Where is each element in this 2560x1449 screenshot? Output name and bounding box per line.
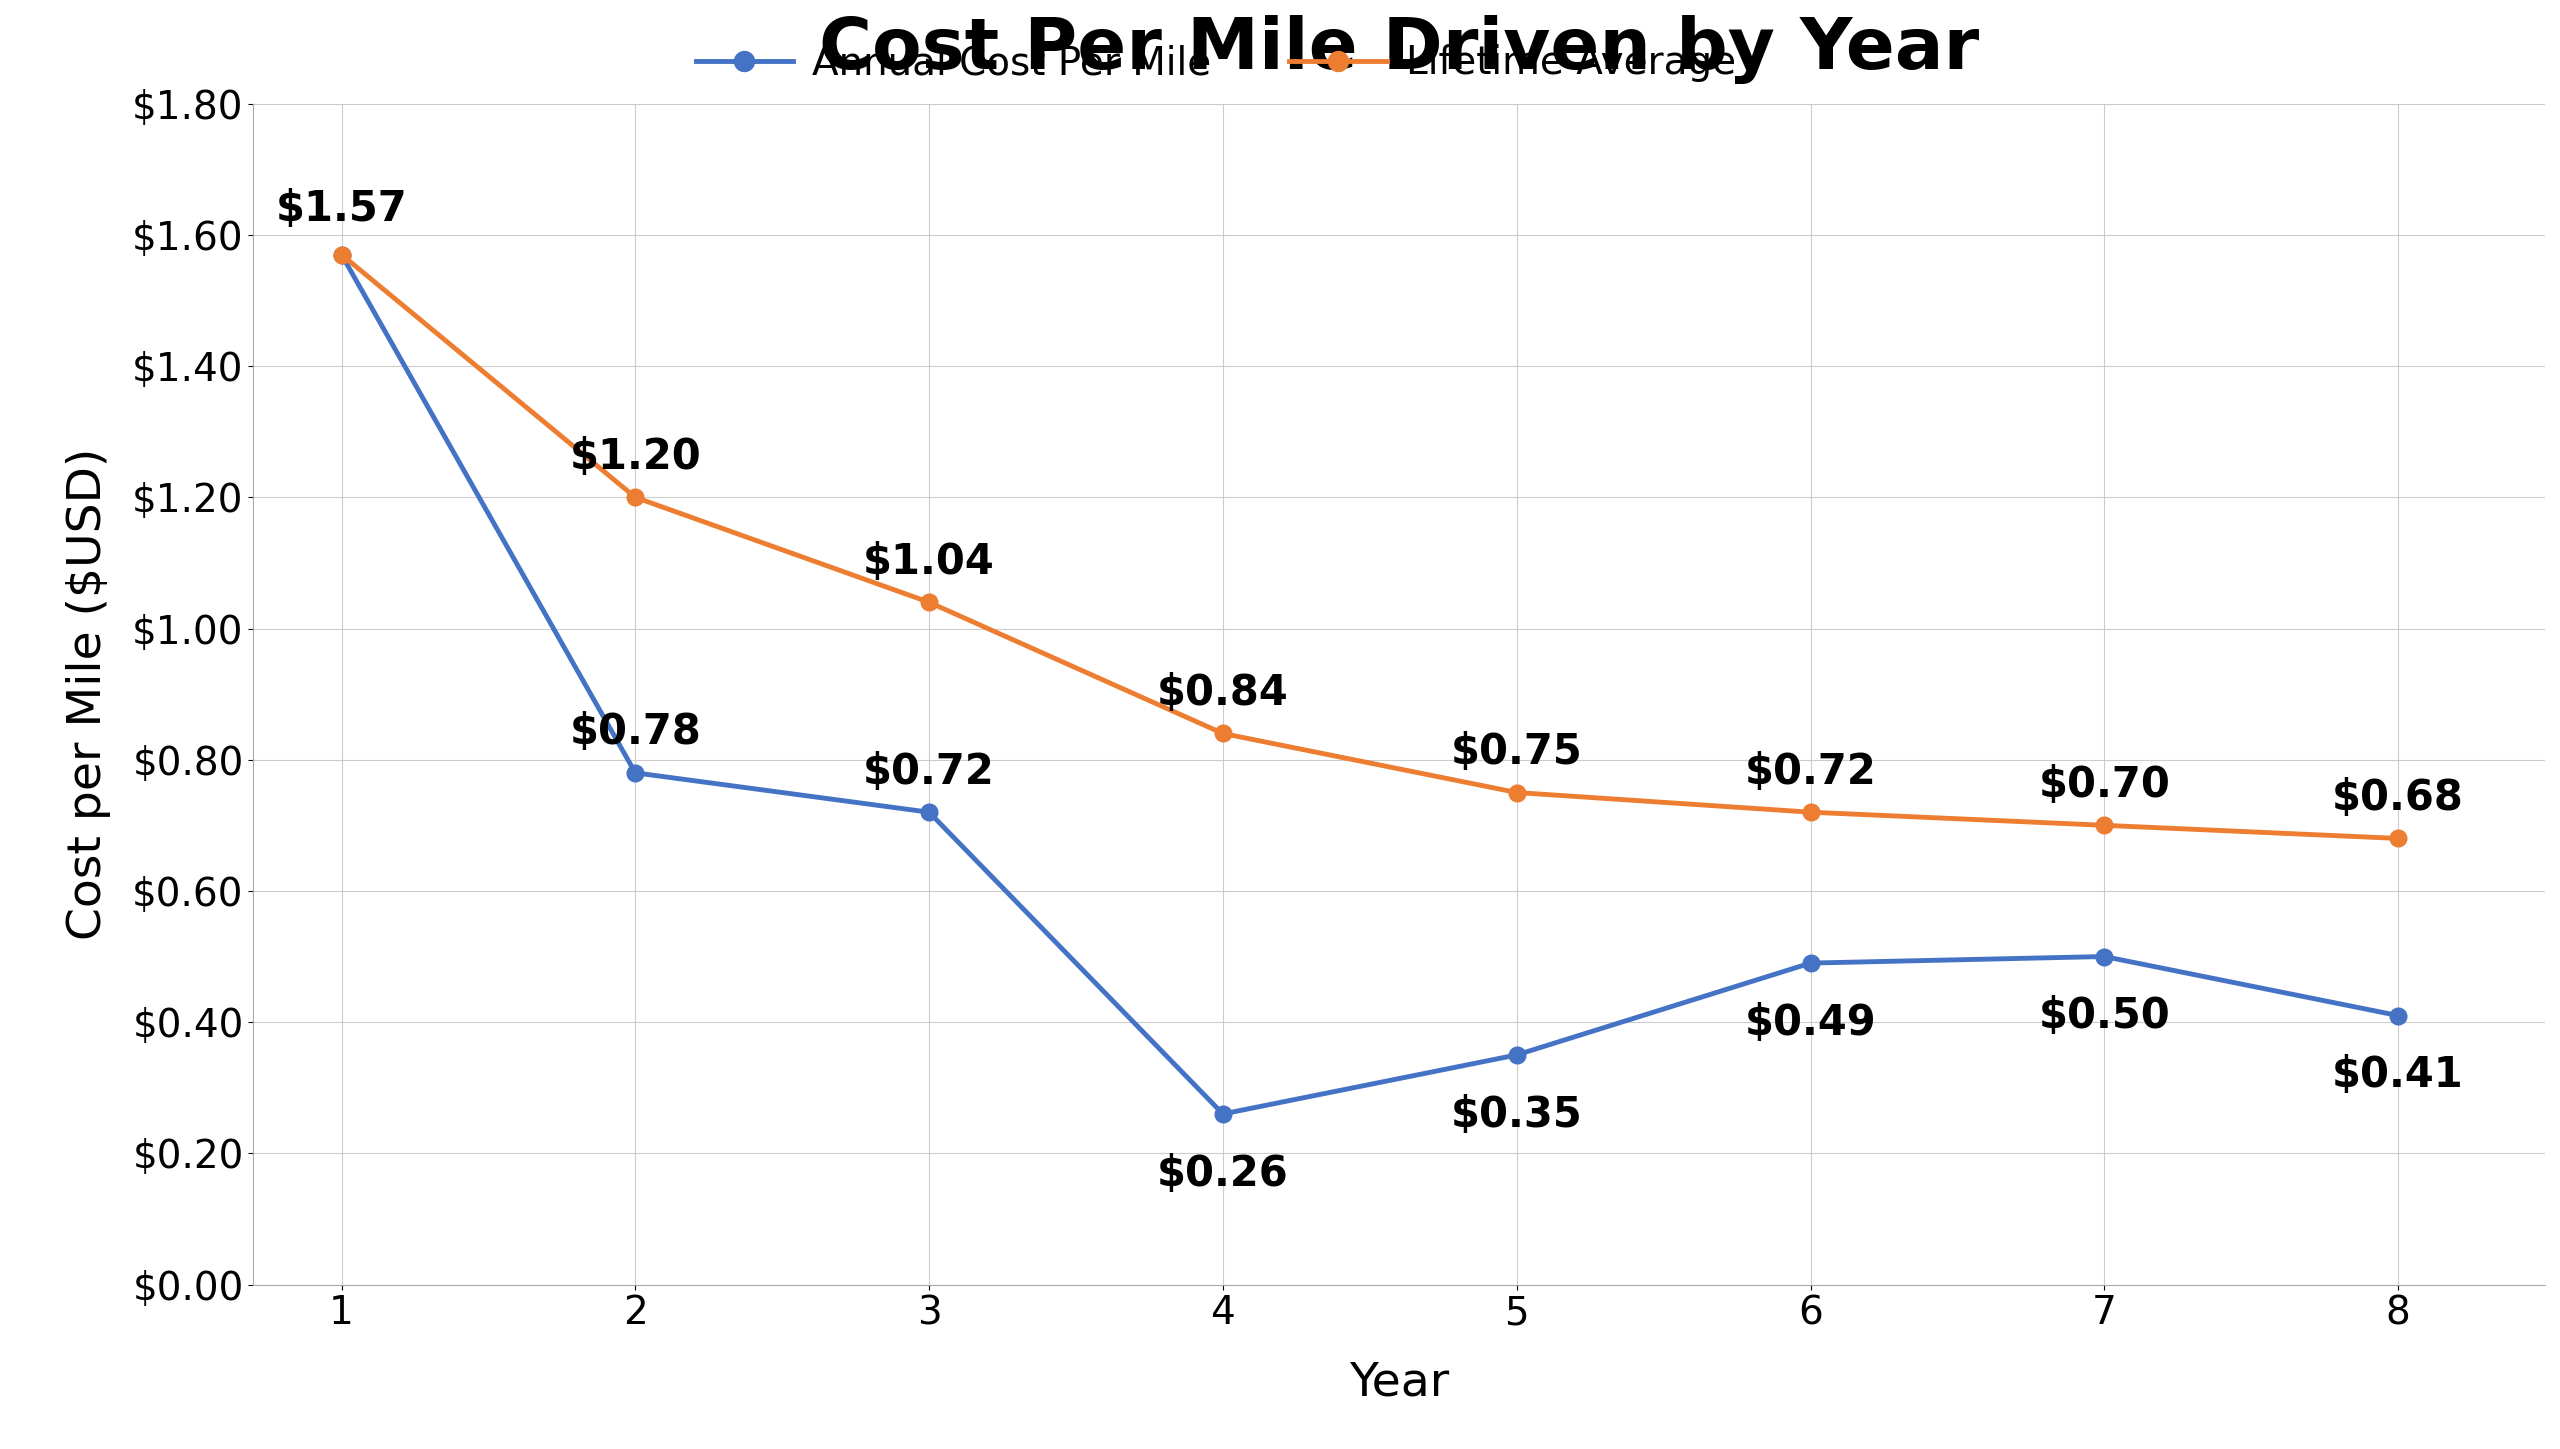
Text: $0.49: $0.49: [1746, 1001, 1876, 1043]
Text: $0.70: $0.70: [2038, 764, 2171, 806]
Annual Cost Per Mile: [620, 764, 650, 781]
Text: $0.84: $0.84: [1157, 672, 1288, 714]
Text: $0.75: $0.75: [1452, 732, 1582, 774]
Text: $0.35: $0.35: [1452, 1094, 1582, 1136]
Text: $0.50: $0.50: [2038, 995, 2171, 1037]
Lifetime Average: [325, 246, 356, 264]
Text: $0.41: $0.41: [2332, 1055, 2463, 1097]
Annual Cost Per Mile: [2383, 1007, 2414, 1024]
Line: Annual Cost Per Mile: Annual Cost Per Mile: [333, 246, 2406, 1123]
Annual Cost Per Mile: [325, 246, 356, 264]
Text: $0.72: $0.72: [863, 751, 996, 793]
Annual Cost Per Mile: [1208, 1106, 1239, 1123]
Text: $0.68: $0.68: [2332, 777, 2465, 819]
Lifetime Average: [914, 594, 945, 611]
Annual Cost Per Mile: [2089, 948, 2120, 965]
Legend: Annual Cost Per Mile, Lifetime Average: Annual Cost Per Mile, Lifetime Average: [681, 29, 1751, 99]
Lifetime Average: [1208, 724, 1239, 742]
Annual Cost Per Mile: [914, 804, 945, 822]
Text: $1.20: $1.20: [568, 436, 701, 478]
Y-axis label: Cost per Mile ($USD): Cost per Mile ($USD): [67, 448, 110, 940]
Lifetime Average: [620, 488, 650, 506]
Lifetime Average: [2383, 830, 2414, 848]
Line: Lifetime Average: Lifetime Average: [333, 246, 2406, 846]
Lifetime Average: [2089, 817, 2120, 835]
Text: $0.72: $0.72: [1743, 751, 1876, 793]
Text: $1.57: $1.57: [276, 187, 407, 229]
Annual Cost Per Mile: [1795, 955, 1825, 972]
Lifetime Average: [1795, 804, 1825, 822]
Text: $0.78: $0.78: [568, 711, 701, 753]
Annual Cost Per Mile: [1500, 1046, 1531, 1064]
Lifetime Average: [1500, 784, 1531, 801]
Text: $1.04: $1.04: [863, 540, 996, 582]
Text: $0.26: $0.26: [1157, 1153, 1288, 1195]
X-axis label: Year: Year: [1349, 1361, 1449, 1406]
Title: Cost Per Mile Driven by Year: Cost Per Mile Driven by Year: [819, 14, 1979, 84]
